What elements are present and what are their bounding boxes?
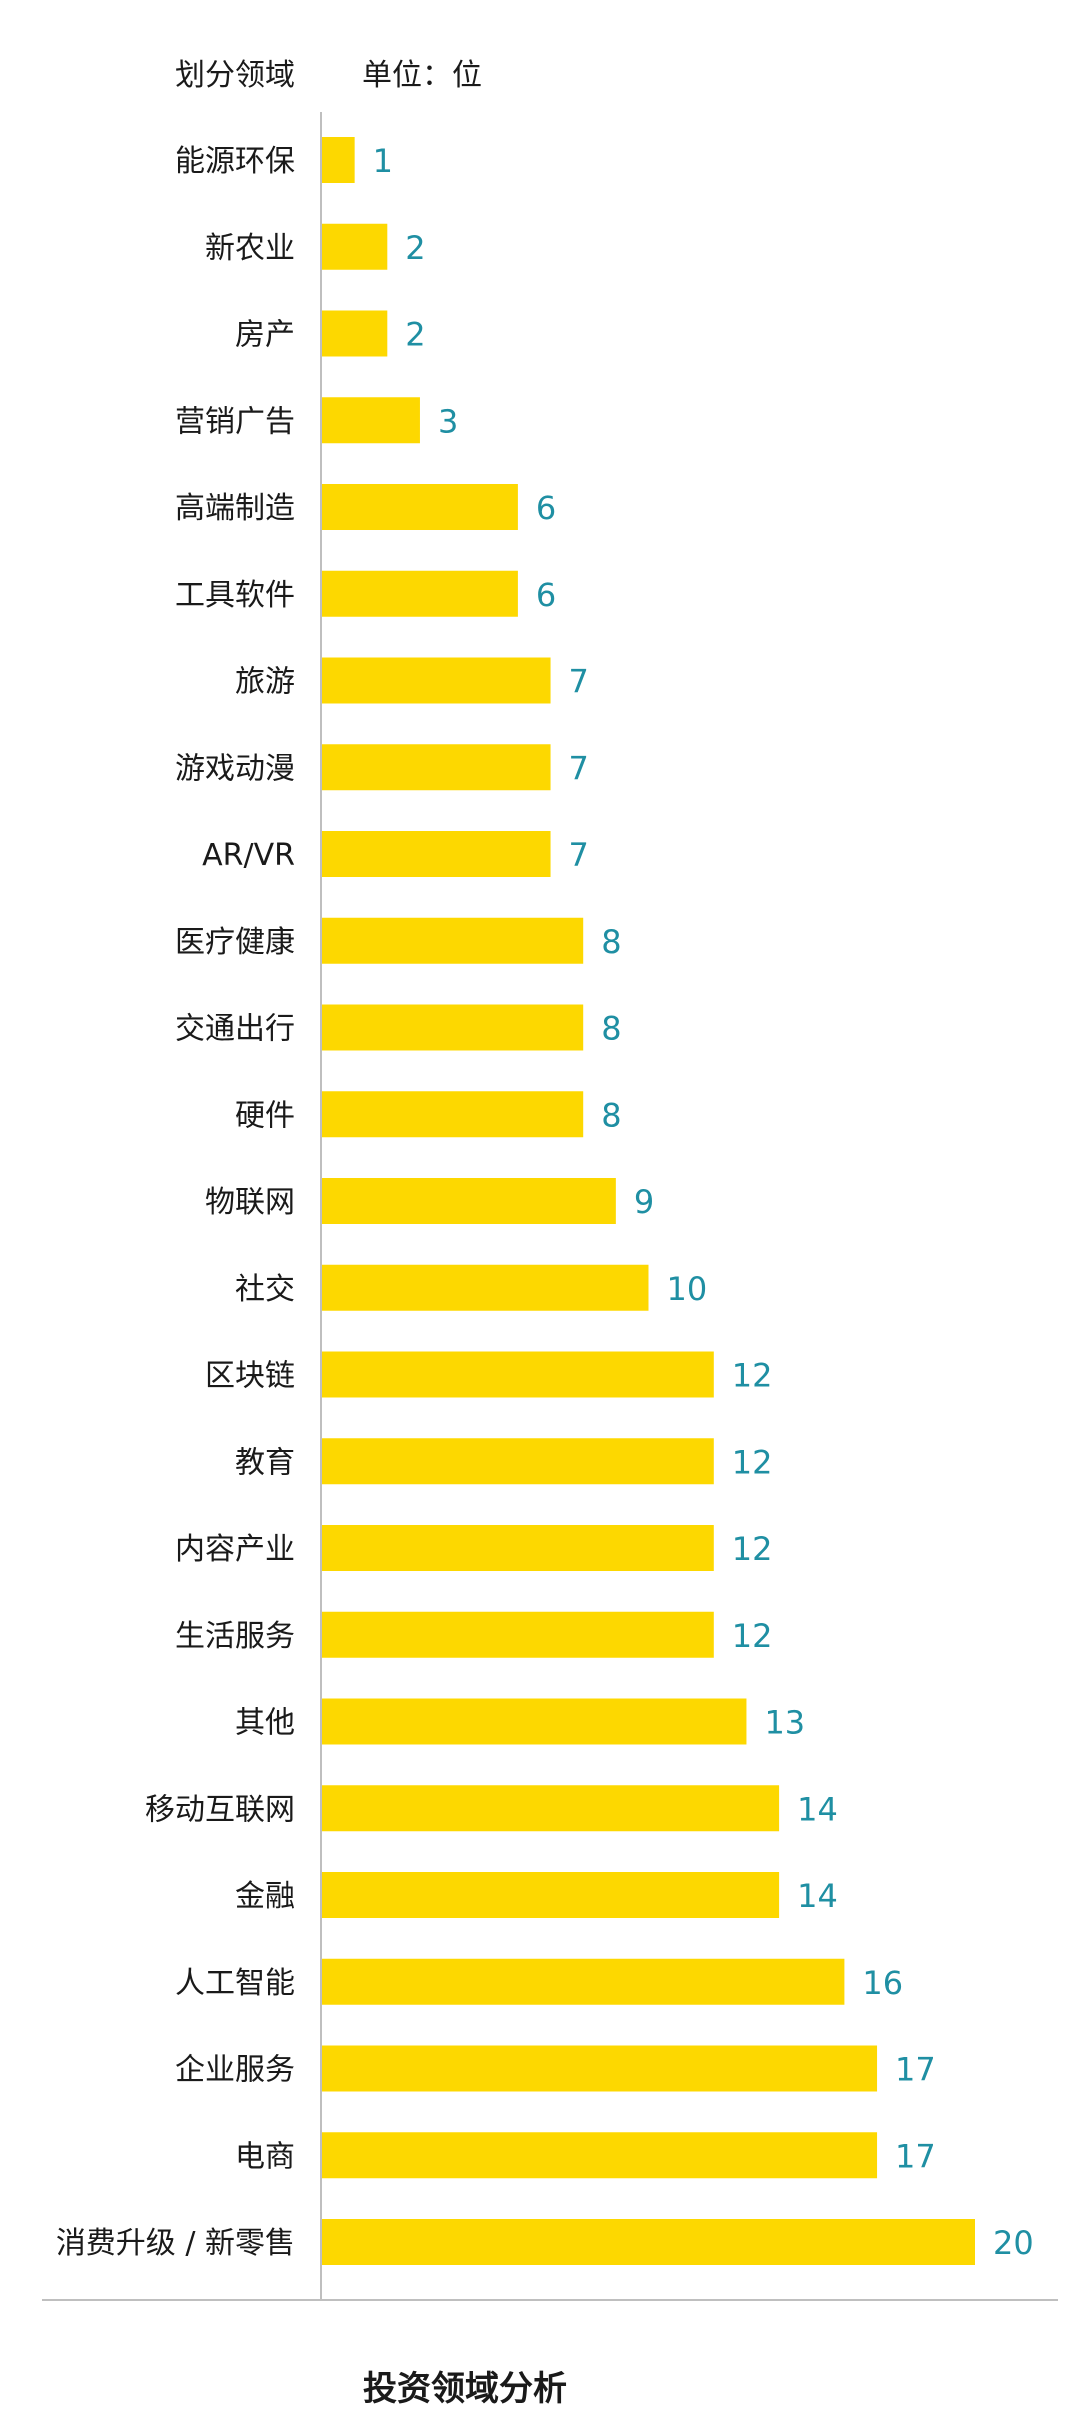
value-label: 1 — [373, 142, 393, 180]
value-label: 6 — [536, 576, 556, 614]
bar — [322, 310, 388, 357]
category-label: 金融 — [235, 1879, 295, 1914]
category-label: 区块链 — [205, 1359, 295, 1394]
value-label: 14 — [797, 1790, 838, 1828]
category-label: 旅游 — [235, 665, 295, 700]
unit-label: 单位：位 — [362, 58, 482, 93]
category-label: 营销广告 — [175, 404, 295, 439]
value-label: 12 — [732, 1443, 773, 1481]
value-label: 6 — [536, 489, 556, 527]
bar — [322, 2219, 975, 2265]
bar — [322, 1525, 714, 1571]
category-label: 交通出行 — [175, 1012, 295, 1047]
bar — [322, 2045, 878, 2092]
bar — [322, 1611, 714, 1658]
bar — [322, 1698, 747, 1745]
bar — [322, 657, 551, 704]
bar — [322, 917, 584, 964]
category-label: 生活服务 — [175, 1619, 295, 1654]
value-label: 2 — [405, 229, 425, 267]
value-label: 10 — [667, 1270, 708, 1308]
value-label: 7 — [569, 836, 589, 874]
category-label: 物联网 — [205, 1185, 295, 1220]
category-header: 划分领域 — [175, 58, 295, 93]
category-label: 电商 — [235, 2139, 295, 2174]
value-label: 2 — [405, 316, 425, 354]
value-label: 17 — [895, 2051, 936, 2089]
bar — [322, 137, 355, 183]
category-label: 新农业 — [205, 231, 295, 266]
category-label: 教育 — [235, 1445, 295, 1480]
bar — [322, 1958, 845, 2005]
category-label: 工具软件 — [175, 578, 295, 613]
value-label: 9 — [634, 1183, 654, 1221]
category-label: 企业服务 — [175, 2053, 295, 2088]
bar — [322, 223, 388, 270]
bar — [322, 1785, 780, 1832]
value-label: 8 — [601, 1096, 621, 1134]
category-label: 其他 — [235, 1706, 295, 1741]
value-label: 12 — [732, 1617, 773, 1655]
bar — [322, 1264, 649, 1311]
bar — [322, 744, 551, 791]
value-label: 12 — [732, 1530, 773, 1568]
category-label: 游戏动漫 — [175, 751, 295, 786]
category-label: 人工智能 — [175, 1966, 295, 2001]
bar — [322, 1351, 714, 1398]
value-label: 7 — [569, 663, 589, 701]
bar — [322, 1872, 780, 1918]
bar — [322, 831, 551, 877]
category-label: 移动互联网 — [145, 1792, 295, 1827]
value-label: 20 — [993, 2224, 1034, 2262]
value-label: 13 — [764, 1704, 805, 1742]
category-label: 房产 — [235, 318, 295, 353]
value-label: 17 — [895, 2137, 936, 2175]
bar — [322, 1091, 584, 1138]
bar — [322, 397, 420, 444]
category-label: 高端制造 — [175, 491, 295, 526]
category-label: AR/VR — [202, 838, 295, 873]
value-label: 14 — [797, 1877, 838, 1915]
category-label: 医疗健康 — [175, 925, 295, 960]
bars-group: 能源环保 1 新农业 2 房产 2 营销广告 3 高端制造 6 工具软件 6 旅游 7 游戏动漫 7 AR/VR… — [56, 137, 1034, 2265]
bar — [322, 570, 518, 617]
bar — [322, 2132, 878, 2179]
bar — [322, 484, 518, 530]
value-label: 7 — [569, 749, 589, 787]
category-label: 硬件 — [235, 1098, 295, 1133]
value-label: 12 — [732, 1357, 773, 1395]
bar — [322, 1438, 714, 1485]
category-label: 内容产业 — [175, 1532, 295, 1567]
value-label: 16 — [862, 1964, 903, 2002]
category-label: 消费升级 / 新零售 — [56, 2226, 295, 2261]
value-label: 8 — [601, 923, 621, 961]
category-label: 社交 — [235, 1272, 295, 1307]
value-label: 3 — [438, 402, 458, 440]
chart-title: 投资领域分析 — [363, 2369, 567, 2409]
bar — [322, 1004, 584, 1051]
bar — [322, 1178, 616, 1224]
value-label: 8 — [601, 1010, 621, 1048]
category-label: 能源环保 — [175, 144, 295, 179]
